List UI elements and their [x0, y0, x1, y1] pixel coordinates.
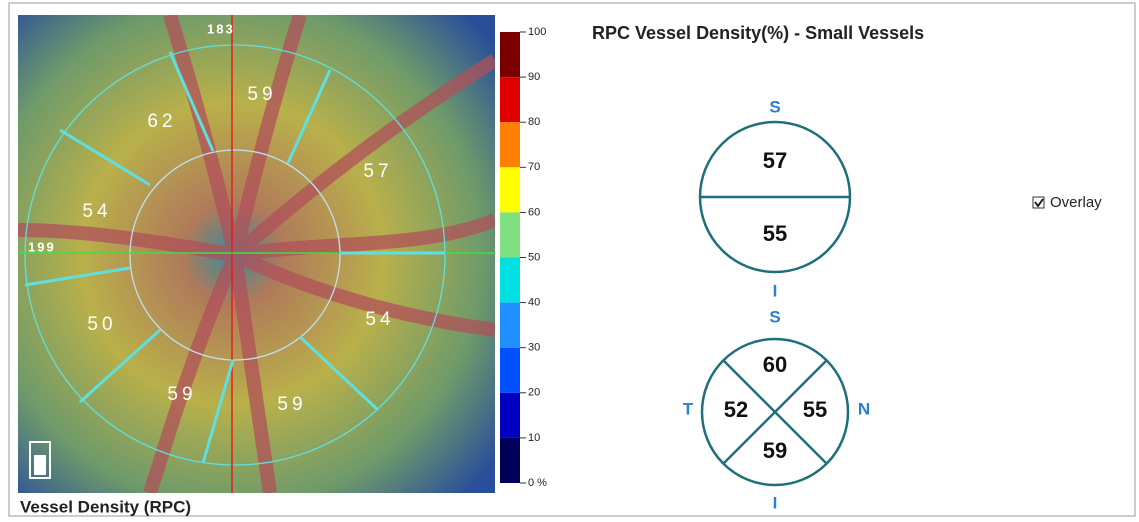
sector-value: 50	[87, 314, 116, 335]
hemi-diagram	[700, 122, 850, 272]
colorbar-label: 20	[528, 387, 540, 399]
left-label: 199	[28, 239, 56, 254]
sector-value: 59	[247, 84, 276, 105]
direction-label: S	[769, 307, 780, 326]
direction-label: I	[773, 281, 778, 300]
colorbar-segment	[500, 122, 520, 167]
sector-value: 59	[167, 384, 196, 405]
colorbar-segment	[500, 438, 520, 483]
colorbar-label: 10	[528, 432, 540, 444]
colorbar-segment	[500, 393, 520, 438]
quadrant-value: 55	[803, 397, 827, 422]
sector-value: 54	[82, 201, 111, 222]
colorbar-segment	[500, 77, 520, 122]
sector-value: 62	[147, 111, 176, 132]
colorbar-label: 100	[528, 26, 546, 38]
caption: Vessel Density (RPC)	[20, 497, 191, 516]
panel-title: RPC Vessel Density(%) - Small Vessels	[592, 23, 924, 43]
colorbar-label: 60	[528, 206, 540, 218]
colorbar-label: 90	[528, 71, 540, 83]
colorbar-label: 30	[528, 342, 540, 354]
quadrant-value: 60	[763, 352, 787, 377]
colorbar-label: 40	[528, 297, 540, 309]
colorbar-label: 50	[528, 251, 540, 263]
direction-label: N	[858, 399, 870, 418]
screen: 183 199 Vessel Density (RPC) RPC Vessel …	[0, 0, 1139, 517]
colorbar-segment	[500, 258, 520, 303]
sector-value: 59	[277, 394, 306, 415]
colorbar-label: 70	[528, 161, 540, 173]
overlay-checkbox[interactable]: Overlay	[1033, 194, 1102, 211]
hemi-value: 55	[763, 221, 787, 246]
quadrant-value: 52	[724, 397, 748, 422]
colorbar-segment	[500, 348, 520, 393]
top-label: 183	[207, 21, 235, 36]
colorbar-label: 80	[528, 116, 540, 128]
direction-label: I	[773, 493, 778, 512]
direction-label: S	[769, 97, 780, 116]
sector-value: 57	[363, 161, 392, 182]
hemi-value: 57	[763, 148, 787, 173]
sector-value: 54	[365, 309, 394, 330]
colorbar-segment	[500, 212, 520, 257]
colorbar-label: 0 %	[528, 477, 547, 489]
colorbar-segment	[500, 303, 520, 348]
direction-label: T	[683, 399, 694, 418]
overlay-label[interactable]: Overlay	[1050, 194, 1102, 211]
colorbar-segment	[500, 32, 520, 77]
colorbar-segment	[500, 167, 520, 212]
quadrant-value: 59	[763, 438, 787, 463]
